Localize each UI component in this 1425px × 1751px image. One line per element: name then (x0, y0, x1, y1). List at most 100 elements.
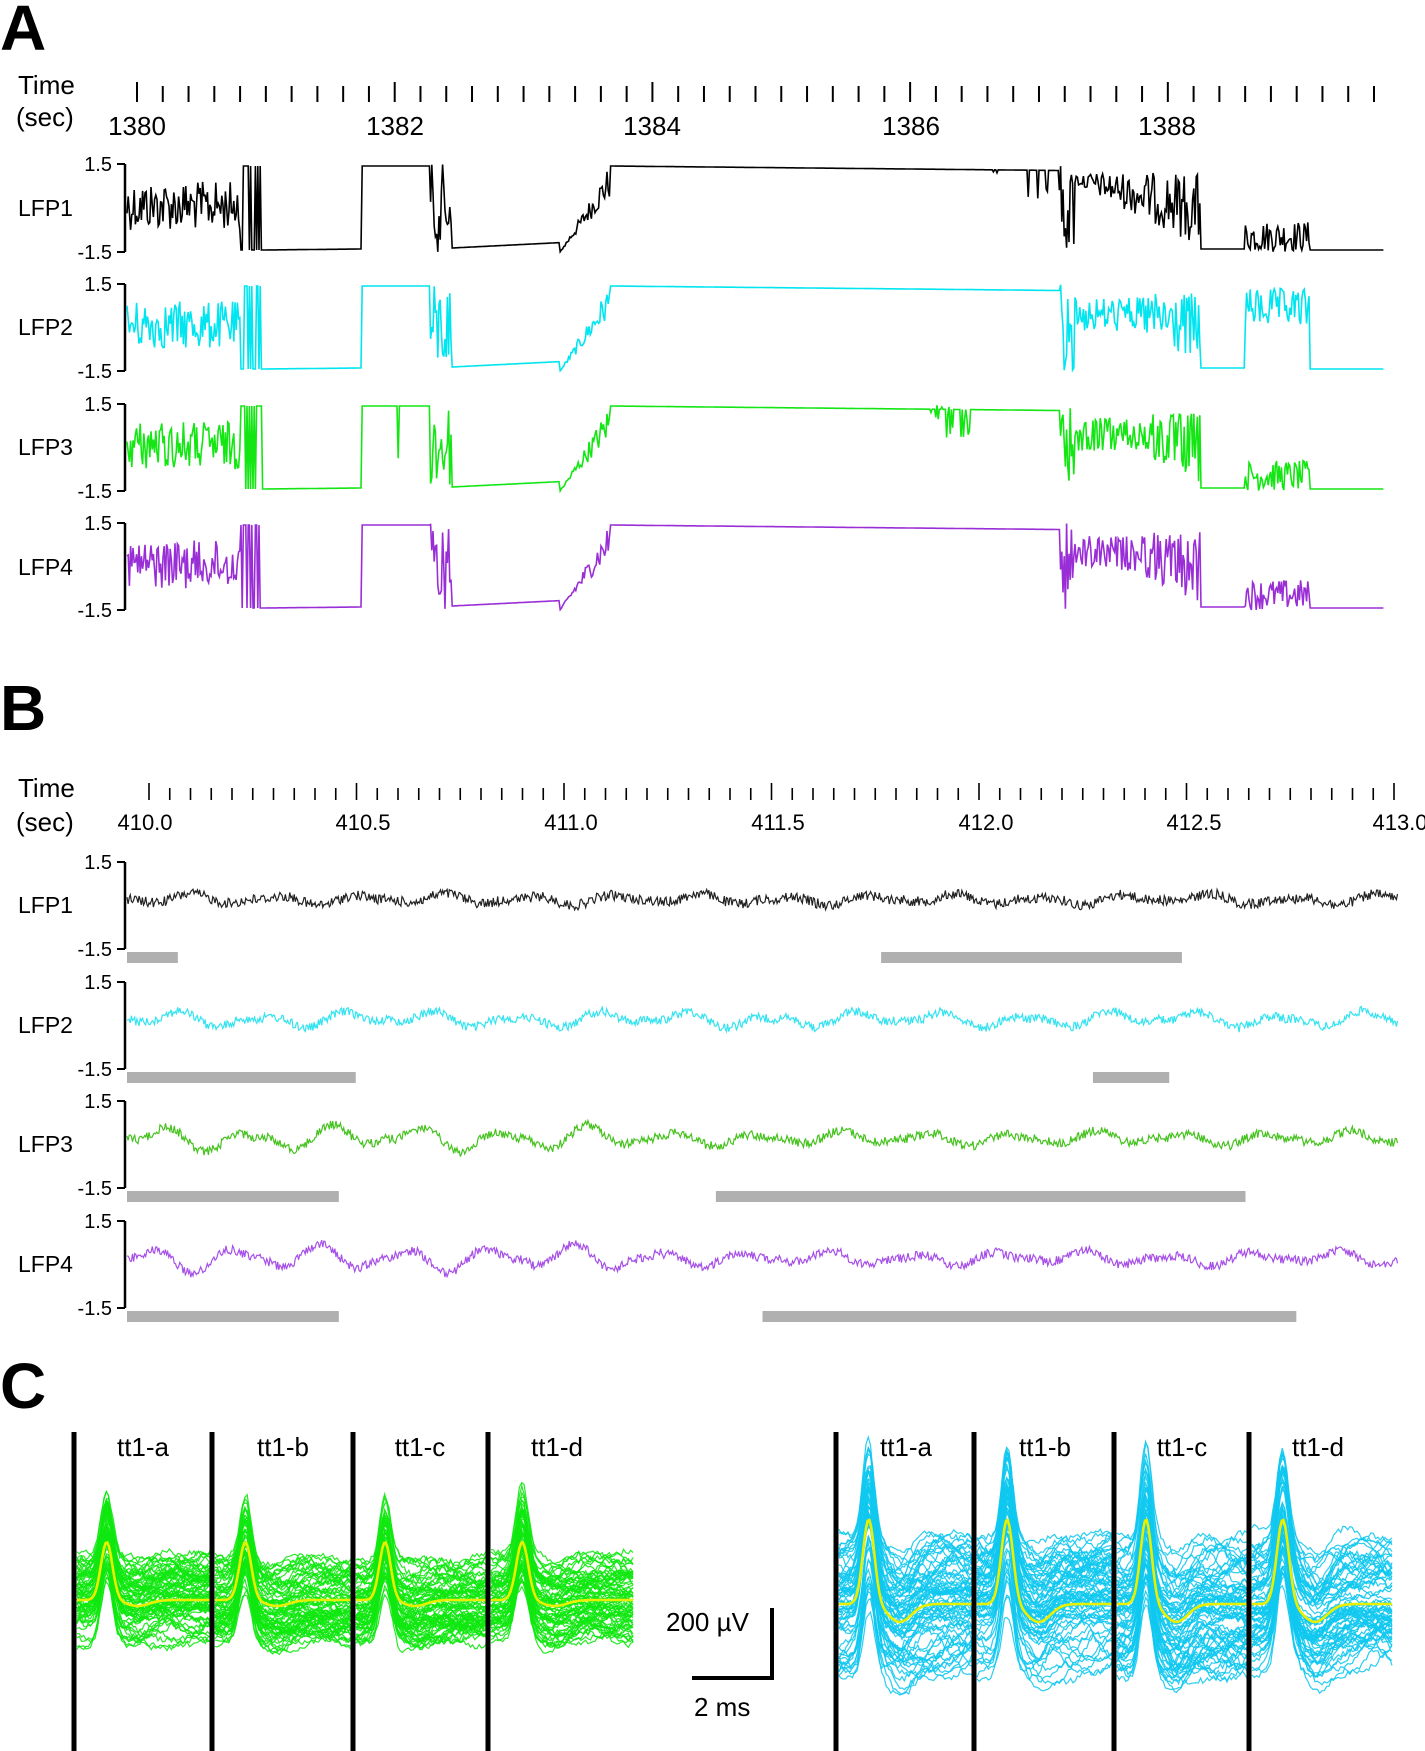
panel-a-time-unit: (sec) (16, 102, 74, 132)
waveform-trace (76, 1531, 213, 1595)
panel-a-tick-labels: 1380 1382 1384 1386 1388 (108, 111, 1196, 141)
waveform-trace (1251, 1452, 1393, 1606)
epoch-bar (127, 1191, 339, 1202)
waveform-trace (214, 1577, 354, 1653)
panel-a-time-axis (136, 82, 1375, 102)
waveform-trace (976, 1596, 1115, 1687)
lfp1-label: LFP1 (18, 195, 73, 221)
waveform-trace (214, 1562, 354, 1635)
panel-a-tick-label-1: 1382 (366, 111, 424, 141)
panel-b-tick-label-4: 412.0 (958, 810, 1013, 835)
waveform-trace (838, 1534, 975, 1663)
waveform-trace (976, 1547, 1115, 1640)
lfp4-trace (126, 523, 1384, 612)
epoch-bar (762, 1311, 1297, 1322)
lfp2-trace (126, 284, 1384, 373)
scale-time-label: 2 ms (694, 1692, 750, 1722)
b-lfp3-y-top: 1.5 (84, 1091, 112, 1113)
panel-a-letter: A (0, 0, 46, 64)
waveform-mean (977, 1518, 1114, 1624)
b-lfp4-label: LFP4 (18, 1251, 73, 1277)
waveforms-left-traces (76, 1481, 634, 1656)
lfp1-y-top: 1.5 (84, 154, 112, 176)
lfp3-y-top: 1.5 (84, 394, 112, 416)
b-lfp2-y-top: 1.5 (84, 972, 112, 994)
waveform-mean (77, 1541, 212, 1608)
b-lfp1-bars (127, 952, 1182, 963)
waveform-trace (838, 1484, 975, 1580)
waveform-trace (976, 1578, 1115, 1692)
b-lfp3-trace (126, 1118, 1399, 1158)
lfp2-label: LFP2 (18, 314, 73, 340)
lfp1-trace (126, 164, 1384, 254)
waveform-trace (490, 1496, 634, 1582)
epoch-bar (1092, 1072, 1170, 1083)
waveform-trace (1116, 1596, 1250, 1682)
scale-voltage-label: 200 µV (666, 1607, 750, 1637)
waveform-trace (838, 1583, 975, 1682)
waveform-trace (214, 1505, 354, 1597)
waveform-trace (838, 1477, 975, 1591)
waveform-trace (214, 1522, 354, 1597)
waveform-trace (1116, 1512, 1250, 1613)
epoch-bar (127, 1072, 356, 1083)
waveform-trace (1251, 1567, 1393, 1641)
waveform-trace (1116, 1604, 1250, 1673)
left-label-tt1-d: tt1-d (531, 1432, 583, 1462)
lfp3-label: LFP3 (18, 434, 73, 460)
epoch-bar (881, 952, 1182, 963)
panel-b-channel-lfp4: 1.5 -1.5 LFP4 (18, 1211, 1399, 1322)
panel-b-tick-label-2: 411.0 (544, 810, 597, 835)
panel-b-tick-label-6: 413.0 (1372, 810, 1425, 835)
b-lfp2-bars (127, 1072, 1170, 1083)
b-lfp3-label: LFP3 (18, 1131, 73, 1157)
waveform-trace (1251, 1467, 1393, 1587)
waveform-trace (215, 1558, 354, 1628)
panel-a-tick-label-3: 1386 (882, 111, 940, 141)
waveform-trace (490, 1504, 634, 1592)
waveform-trace (214, 1552, 354, 1614)
waveform-trace (1251, 1465, 1393, 1594)
panel-a-tick-label-2: 1384 (623, 111, 681, 141)
lfp4-y-bottom: -1.5 (78, 600, 112, 622)
waveform-trace (490, 1481, 634, 1586)
waveform-trace (356, 1542, 489, 1642)
lfp2-y-bottom: -1.5 (78, 361, 112, 383)
panel-c-letter: C (0, 1350, 46, 1422)
waveform-trace (76, 1515, 213, 1596)
panel-b-channel-lfp1: 1.5 -1.5 LFP1 (18, 852, 1399, 963)
panel-a: A Time (sec) 1380 1382 1384 1386 1388 1.… (0, 0, 1384, 622)
panel-b: B Time (sec) 410.0 410.5 411.0 411.5 412… (0, 672, 1425, 1322)
waveform-trace (838, 1465, 975, 1578)
waveform-trace (76, 1563, 213, 1641)
b-lfp2-y-bottom: -1.5 (78, 1059, 112, 1081)
panel-b-tick-label-0: 410.0 (117, 810, 172, 835)
waveform-trace (976, 1495, 1115, 1618)
waveform-trace (976, 1561, 1114, 1644)
waveforms-left: tt1-a tt1-b tt1-c tt1-d (71, 1432, 634, 1751)
waveform-mean (1252, 1518, 1392, 1624)
b-lfp4-bars (127, 1311, 1297, 1322)
waveform-trace (838, 1499, 975, 1608)
waveform-trace (355, 1553, 489, 1637)
panel-a-time-label: Time (18, 70, 75, 100)
waveform-trace (355, 1572, 489, 1643)
waveform-trace (838, 1575, 975, 1696)
panel-b-letter: B (0, 672, 46, 744)
waveform-mean (839, 1518, 974, 1624)
lfp2-y-top: 1.5 (84, 274, 112, 296)
panel-b-tick-label-1: 410.5 (335, 810, 390, 835)
waveform-trace (76, 1562, 213, 1643)
b-lfp2-label: LFP2 (18, 1012, 73, 1038)
waveform-trace (214, 1502, 354, 1589)
waveform-trace (490, 1574, 634, 1633)
panel-a-tick-label-0: 1380 (108, 111, 166, 141)
waveform-trace (1251, 1489, 1393, 1593)
waveform-trace (1116, 1458, 1250, 1577)
waveform-trace (1251, 1565, 1393, 1686)
waveform-trace (1251, 1548, 1393, 1658)
right-label-tt1-a: tt1-a (880, 1432, 933, 1462)
b-lfp1-trace (126, 887, 1399, 912)
waveform-trace (1116, 1548, 1250, 1622)
waveform-trace (976, 1616, 1115, 1676)
